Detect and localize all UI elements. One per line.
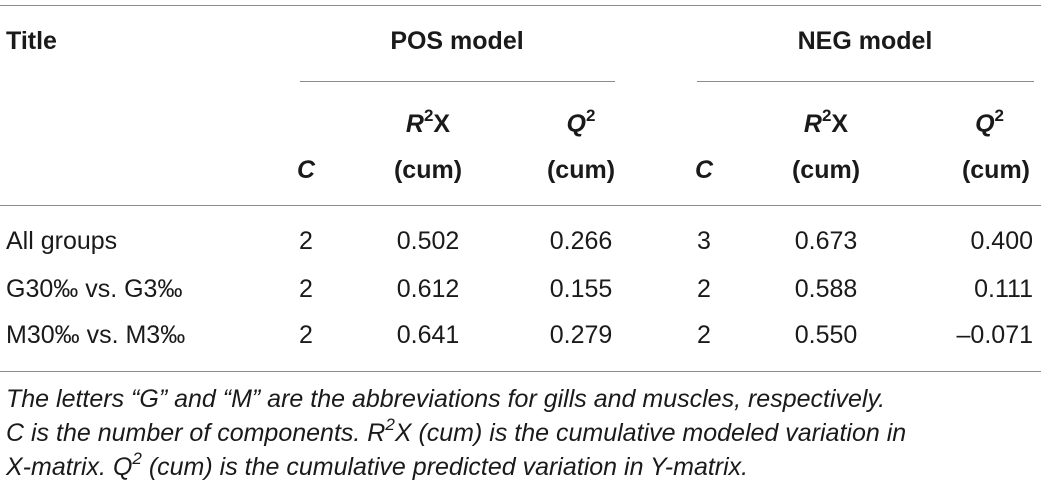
header-neg-r2x: R2X [803, 105, 849, 138]
header-neg-c: C [694, 156, 714, 184]
row-pos-r2x: 0.612 [396, 275, 460, 303]
footnote-line: The letters “G” and “M” are the abbrevia… [6, 385, 886, 413]
row-neg-r2x: 0.550 [794, 321, 858, 349]
header-pos-r2x-cum: (cum) [393, 156, 463, 184]
header-neg-r2x-cum: (cum) [791, 156, 861, 184]
row-pos-q2: 0.266 [549, 227, 613, 255]
row-pos-q2: 0.155 [549, 275, 613, 303]
row-neg-r2x: 0.588 [794, 275, 858, 303]
row-neg-c: 3 [697, 227, 711, 255]
header-pos-q2-cum: (cum) [546, 156, 616, 184]
row-pos-r2x: 0.502 [396, 227, 460, 255]
header-pos-model: POS model [390, 27, 524, 55]
row-pos-c: 2 [299, 275, 313, 303]
row-neg-c: 2 [697, 275, 711, 303]
row-neg-r2x: 0.673 [794, 227, 858, 255]
top-rule [0, 5, 1041, 6]
header-rule [0, 205, 1041, 206]
row-pos-q2: 0.279 [549, 321, 613, 349]
header-neg-model: NEG model [797, 27, 933, 55]
row-title: All groups [6, 227, 118, 255]
header-pos-r2x: R2X [405, 105, 451, 138]
row-pos-r2x: 0.641 [396, 321, 460, 349]
header-pos-c: C [296, 156, 316, 184]
row-neg-c: 2 [697, 321, 711, 349]
neg-group-rule [697, 81, 1034, 82]
footnote-line: C is the number of components. R2X (cum)… [6, 414, 907, 447]
row-neg-q2: 0.400 [970, 227, 1033, 255]
footnote-line: X-matrix. Q2 (cum) is the cumulative pre… [6, 448, 749, 481]
pos-group-rule [300, 81, 615, 82]
row-title: M30‰ vs. M3‰ [6, 321, 186, 349]
row-neg-q2: 0.111 [974, 275, 1033, 303]
header-pos-q2: Q2 [566, 105, 596, 138]
row-pos-c: 2 [299, 321, 313, 349]
header-neg-q2-cum: (cum) [961, 156, 1030, 184]
table-footnote: The letters “G” and “M” are the abbrevia… [6, 382, 1036, 484]
row-title: G30‰ vs. G3‰ [6, 275, 183, 303]
row-neg-q2: –0.071 [956, 321, 1033, 349]
bottom-rule [0, 371, 1041, 372]
header-neg-q2: Q2 [975, 105, 1004, 138]
header-title: Title [6, 27, 57, 55]
row-pos-c: 2 [299, 227, 313, 255]
